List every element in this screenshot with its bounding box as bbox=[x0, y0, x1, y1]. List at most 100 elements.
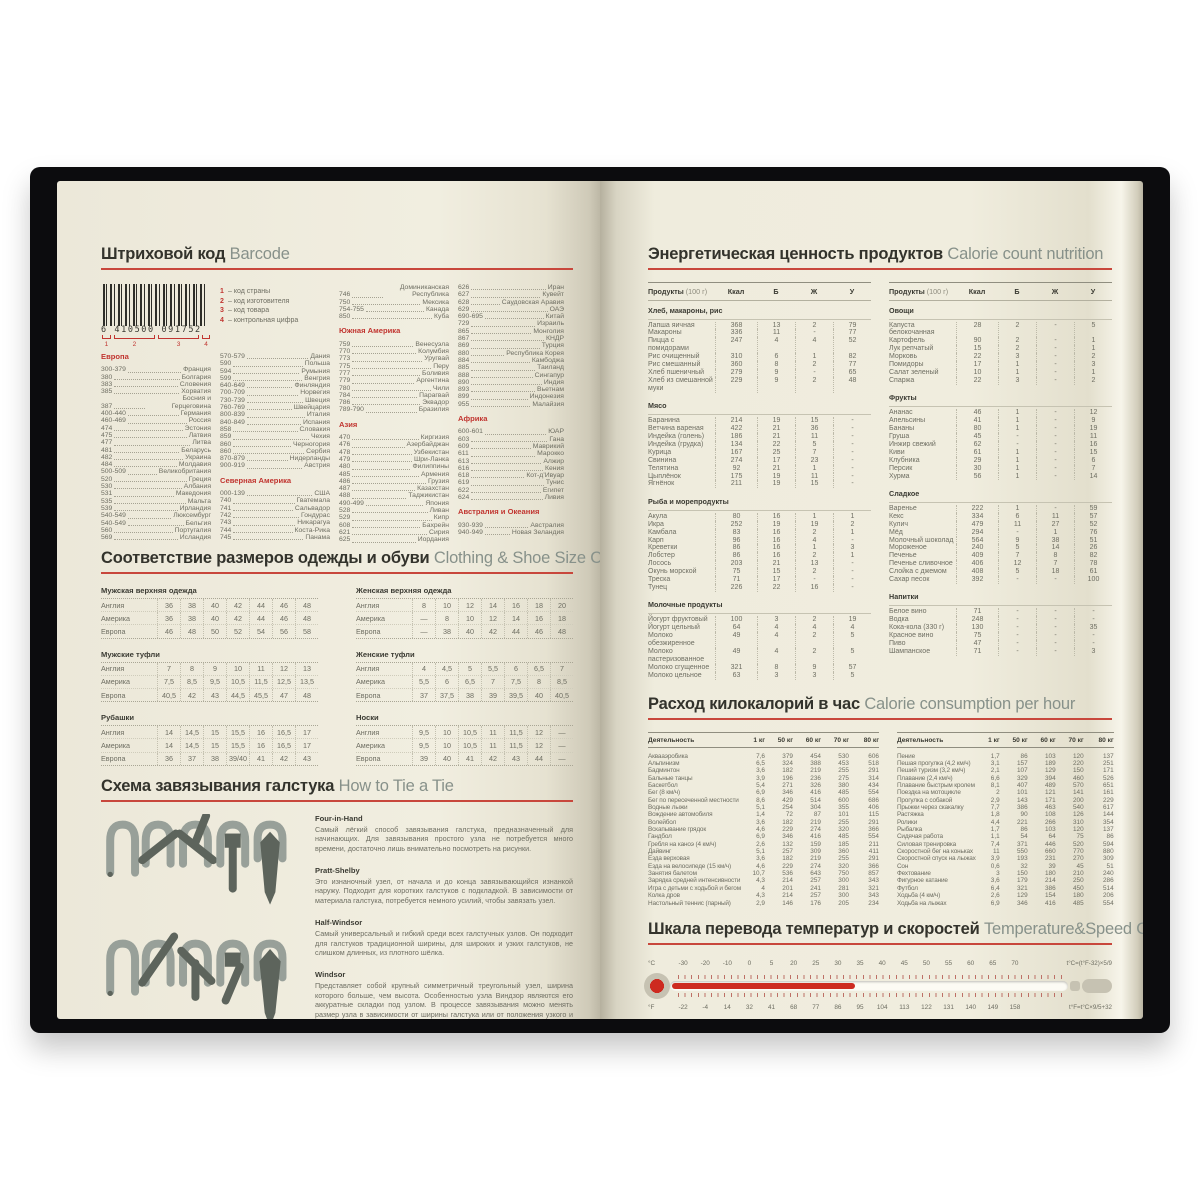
country-code-row: 487 Казахстан bbox=[339, 485, 449, 492]
size-value: 9,5 bbox=[203, 675, 226, 688]
country-code-row: 618 Кот-д’Ивуар bbox=[458, 472, 564, 479]
tie-knot-block: Pratt-Shelby Это изнаночный узел, от нача… bbox=[315, 866, 573, 905]
nutrition-header-col: У bbox=[849, 287, 855, 296]
temperature-label: 14 bbox=[723, 1004, 731, 1012]
food-value: 14 bbox=[1036, 544, 1074, 553]
activity-name: Фехтование bbox=[896, 870, 931, 878]
country-code: 570-579 bbox=[220, 353, 245, 360]
food-value: 65 bbox=[833, 368, 871, 377]
food-name: Ягнёнок bbox=[648, 480, 675, 488]
food-name: Молоко цельное bbox=[648, 671, 702, 679]
dotted-leader bbox=[471, 398, 528, 400]
food-name: Белое вино bbox=[889, 608, 927, 616]
country-code-row: 480 Филиппины bbox=[339, 463, 449, 470]
food-row: Груша 45- -11 bbox=[889, 432, 1112, 441]
activity-value: 11 bbox=[993, 848, 1000, 856]
country-name: Гондурас bbox=[300, 511, 330, 519]
thermometer-mercury bbox=[672, 982, 856, 989]
activity-value: 2,6 bbox=[756, 840, 765, 848]
food-value: - bbox=[998, 432, 1036, 441]
country-code: 775 bbox=[339, 362, 351, 370]
tie-knot-block: Windsor Представляет собой крупный симмет… bbox=[315, 970, 573, 1019]
food-value: 21 bbox=[757, 425, 795, 433]
country-name: Казахстан bbox=[417, 485, 449, 493]
country-code: 470 bbox=[339, 434, 351, 442]
food-row: Цыплёнок 175 19 11- bbox=[648, 472, 871, 481]
dotted-leader bbox=[352, 526, 421, 528]
size-row-label: Америка bbox=[356, 613, 386, 623]
country-name: Бахрейн bbox=[422, 521, 449, 529]
food-value: - bbox=[1036, 504, 1074, 513]
country-code: 535 bbox=[101, 497, 113, 505]
country-code-row: 789-790 Бразилия bbox=[339, 406, 449, 413]
country-code-row: 890 Индия bbox=[458, 379, 564, 386]
size-value: 40 bbox=[435, 752, 458, 765]
food-row: Лук репчатый 15 2-1 bbox=[889, 345, 1112, 354]
legend-number: 3 bbox=[220, 307, 224, 314]
food-row: Йогурт фруктовый 100 3 2 19 bbox=[648, 616, 871, 625]
temperature-label: 32 bbox=[745, 1004, 753, 1012]
country-name: Филиппины bbox=[412, 463, 449, 471]
food-value: 4 bbox=[757, 337, 795, 354]
size-table-row: Европа —38 40 42 44 46 48 bbox=[356, 625, 573, 639]
activity-value: 229 bbox=[1102, 796, 1114, 804]
food-row: Тунец 226 22 16- bbox=[648, 583, 871, 592]
barcode-legend-row: 3 – код товара bbox=[220, 306, 334, 316]
food-name: Телятина bbox=[648, 464, 679, 472]
activity-value: 346 bbox=[1016, 899, 1028, 907]
food-value: 8 bbox=[757, 663, 795, 672]
activity-value: 182 bbox=[782, 818, 793, 826]
food-value: 22 bbox=[956, 376, 998, 385]
country-name: Республика Корея bbox=[506, 349, 564, 357]
country-code-row: 470 Киргизия bbox=[339, 434, 449, 441]
size-table-title: Женская верхняя одежда bbox=[356, 586, 573, 599]
dotted-leader bbox=[471, 311, 548, 313]
activity-name: Игра с детьми с ходьбой и бегом bbox=[648, 884, 741, 892]
food-name: Картофель bbox=[889, 337, 925, 345]
size-value: 43 bbox=[203, 688, 226, 702]
dotted-leader bbox=[127, 371, 182, 373]
food-value: 35 bbox=[1074, 624, 1112, 633]
country-name: Индия bbox=[543, 378, 564, 386]
codes-column: Европа 300-379 Франция 380 Болгария 383 Словен… bbox=[101, 284, 211, 542]
activity-value: 87 bbox=[813, 811, 821, 819]
size-value: 50 bbox=[203, 625, 226, 638]
activity-value: 5,1 bbox=[756, 848, 765, 856]
section-rule bbox=[648, 717, 1112, 720]
activity-value: 8,1 bbox=[990, 782, 1000, 789]
country-code: 859 bbox=[220, 433, 232, 441]
food-value: 17 bbox=[956, 361, 998, 369]
food-value: 9 bbox=[998, 536, 1036, 545]
temperature-label: 5 bbox=[769, 960, 774, 968]
size-row-label: Англия bbox=[101, 664, 125, 674]
size-value: 37,5 bbox=[435, 688, 458, 702]
food-row: Карп 96 16 4- bbox=[648, 536, 871, 545]
food-value: 5 bbox=[833, 632, 871, 648]
size-table-row: Англия 36 38 40 42 44 46 48 bbox=[101, 599, 318, 613]
activity-value: 236 bbox=[810, 774, 821, 782]
dotted-leader bbox=[365, 311, 424, 313]
temperature-label: 149 bbox=[987, 1004, 999, 1012]
food-value: 6 bbox=[757, 353, 795, 362]
activity-name: Вождение автомобиля bbox=[648, 811, 713, 819]
country-code-row: 930-939 Австралия bbox=[458, 522, 564, 529]
food-value: - bbox=[1036, 624, 1074, 633]
food-value: 2 bbox=[1074, 353, 1112, 362]
food-value: - bbox=[1036, 425, 1074, 433]
dotted-leader bbox=[233, 445, 291, 447]
activity-value: 219 bbox=[810, 818, 821, 826]
size-value: 13 bbox=[295, 662, 318, 675]
food-value: 16 bbox=[757, 544, 795, 553]
country-name: Греция bbox=[188, 475, 211, 483]
food-row: Морковь 22 3-2 bbox=[889, 353, 1112, 362]
country-name: Исландия bbox=[179, 534, 211, 542]
food-value: 15 bbox=[795, 480, 833, 489]
size-value: 8 bbox=[412, 599, 435, 612]
country-name: Литва bbox=[192, 439, 211, 447]
food-value: - bbox=[998, 640, 1036, 648]
food-value: 82 bbox=[1074, 552, 1112, 561]
food-value: 2 bbox=[998, 337, 1036, 346]
food-row: Акула 80 16 1 1 bbox=[648, 512, 871, 521]
country-code: 940-949 bbox=[458, 528, 483, 536]
